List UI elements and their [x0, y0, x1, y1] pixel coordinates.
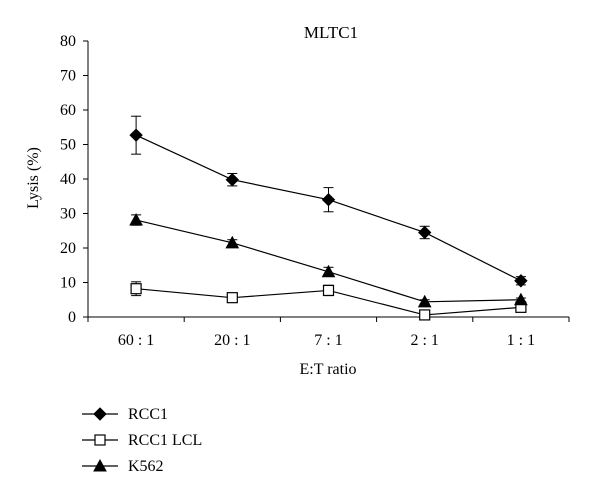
y-ticks: 0 10 20 30 40 50 60 70 80: [60, 33, 88, 326]
y-axis-label: Lysis (%): [25, 147, 42, 209]
legend: RCC1 RCC1 LCL K562: [82, 406, 202, 475]
data-point: [419, 309, 431, 321]
y-tick-label: 30: [60, 206, 76, 223]
legend-marker: [94, 434, 106, 446]
data-point: [514, 292, 528, 306]
series-layer: [129, 115, 528, 321]
y-tick-label: 50: [60, 137, 76, 154]
legend-marker: [93, 407, 107, 421]
x-tick-label: 60 : 1: [118, 332, 154, 349]
y-tick-label: 70: [60, 68, 76, 85]
y-tick-label: 40: [60, 171, 76, 188]
data-point: [514, 274, 528, 288]
legend-label: RCC1: [128, 406, 168, 423]
y-tick-label: 80: [60, 33, 76, 50]
x-ticks: 60 : 1 20 : 1 7 : 1 2 : 1 1 : 1: [87, 317, 570, 349]
y-tick-label: 20: [60, 240, 76, 257]
series-2: [129, 213, 528, 308]
x-tick-label: 20 : 1: [214, 332, 250, 349]
legend-item-2: K562: [82, 458, 164, 475]
series-0: [129, 115, 528, 288]
legend-marker: [93, 458, 107, 472]
data-point: [130, 283, 142, 295]
y-tick-label: 0: [68, 309, 76, 326]
x-axis-label: E:T ratio: [299, 361, 356, 378]
x-tick-label: 1 : 1: [507, 332, 535, 349]
chart-title: MLTC1: [304, 23, 358, 42]
legend-label: RCC1 LCL: [128, 432, 202, 449]
x-tick-label: 7 : 1: [314, 332, 342, 349]
data-point: [417, 225, 432, 240]
data-point: [225, 172, 240, 187]
data-point: [225, 235, 240, 249]
data-point: [321, 192, 336, 207]
data-point: [417, 294, 432, 308]
legend-item-0: RCC1: [82, 406, 168, 423]
y-tick-label: 10: [60, 275, 76, 292]
data-point: [129, 128, 143, 142]
data-point: [321, 264, 336, 278]
legend-label: K562: [128, 458, 164, 475]
data-point: [226, 292, 238, 304]
x-tick-label: 2 : 1: [410, 332, 438, 349]
legend-item-1: RCC1 LCL: [82, 432, 202, 449]
data-point: [322, 284, 335, 297]
y-tick-label: 60: [60, 102, 76, 119]
series-1: [130, 281, 527, 321]
data-point: [129, 213, 143, 226]
